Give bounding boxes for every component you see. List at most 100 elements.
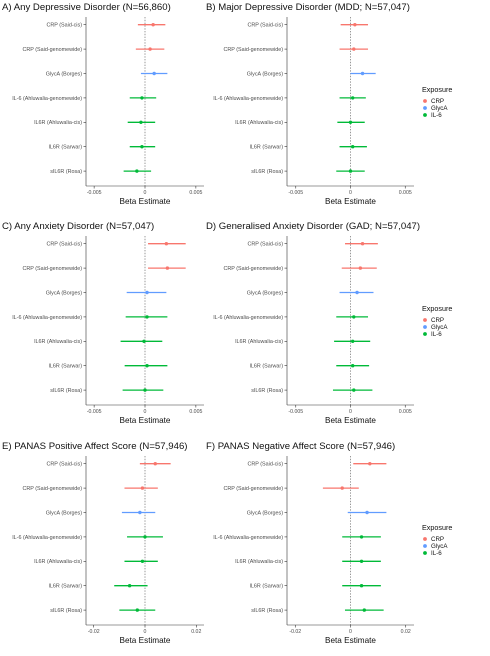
point-estimate	[151, 23, 155, 27]
category-label: IL-6 (Ahluwalia-genomewide)	[12, 96, 82, 102]
legend-label-glyca: GlycA	[431, 105, 448, 112]
point-estimate	[365, 510, 369, 515]
point-estimate	[358, 266, 363, 270]
forest-panel: A) Any Depressive Disorder (N=56,860) -0.…	[2, 2, 204, 206]
point-estimate	[360, 71, 365, 76]
legend-item-crp: CRP	[423, 98, 444, 105]
point-estimate	[350, 364, 355, 368]
legend-title: Exposure	[422, 85, 452, 94]
category-label: IL6R (Sarwar)	[249, 584, 283, 590]
panel-title: A) Any Depressive Disorder (N=56,860)	[2, 2, 171, 13]
x-tick-label: 0	[144, 629, 147, 635]
point-estimate	[348, 169, 353, 173]
point-estimate	[153, 462, 157, 466]
x-tick-label: 0.005	[189, 409, 202, 415]
point-estimate	[340, 486, 344, 490]
point-estimate	[352, 388, 356, 392]
legend-item-glyca: GlycA	[423, 105, 448, 112]
legend-marker-crp	[423, 318, 427, 322]
legend-marker-il6	[423, 113, 427, 117]
x-tick-label: 0.005	[189, 190, 202, 196]
category-label: IL-6 (Ahluwalia-genomewide)	[12, 535, 82, 541]
legend-item-il6: IL-6	[423, 331, 442, 338]
point-estimate	[350, 96, 355, 100]
category-label: IL6R (Sarwar)	[48, 145, 82, 151]
legend-marker-crp	[423, 537, 427, 541]
category-label: IL6R (Sarwar)	[249, 364, 283, 370]
category-label: IL6R (Ahluwalia-cis)	[235, 339, 283, 345]
x-tick-label: -0.02	[289, 629, 301, 635]
legend-middle: Exposure CRP GlycA IL-6	[422, 304, 452, 338]
x-tick-label: -0.005	[288, 409, 303, 415]
point-estimate	[353, 23, 357, 27]
panel-title: B) Major Depressive Disorder (MDD; N=57,…	[206, 2, 410, 13]
legend-label-il6: IL-6	[431, 550, 442, 557]
point-estimate	[152, 71, 156, 76]
point-estimate	[138, 510, 142, 515]
category-label: CRP (Said-genomewide)	[22, 486, 82, 492]
x-tick-label: -0.005	[288, 190, 303, 196]
category-label: CRP (Said-cis)	[46, 462, 82, 468]
legend-marker-il6	[423, 551, 427, 555]
category-label: sIL6R (Rosa)	[251, 169, 283, 175]
legend-top: Exposure CRP GlycA IL-6	[422, 85, 452, 119]
x-tick-label: 0	[144, 190, 147, 196]
category-label: CRP (Said-genomewide)	[22, 47, 82, 53]
legend-item-crp: CRP	[423, 317, 444, 324]
x-tick-label: 0	[349, 190, 352, 196]
category-label: IL-6 (Ahluwalia-genomewide)	[213, 96, 283, 102]
category-label: CRP (Said-cis)	[247, 462, 283, 468]
point-estimate	[148, 47, 152, 51]
point-estimate	[139, 120, 143, 125]
legend-marker-glyca	[423, 325, 427, 329]
legend-label-crp: CRP	[431, 98, 444, 105]
x-tick-label: 0	[349, 629, 352, 635]
category-label: IL6R (Ahluwalia-cis)	[34, 120, 82, 126]
x-axis-label: Beta Estimate	[325, 416, 376, 425]
x-axis-label: Beta Estimate	[325, 636, 376, 645]
legend-marker-crp	[423, 99, 427, 103]
point-estimate	[165, 266, 170, 270]
x-tick-label: 0.02	[191, 629, 201, 635]
category-label: IL-6 (Ahluwalia-genomewide)	[12, 315, 82, 321]
category-label: GlycA (Borges)	[46, 71, 82, 77]
panel-title: C) Any Anxiety Disorder (N=57,047)	[2, 221, 154, 232]
category-label: IL-6 (Ahluwalia-genomewide)	[213, 315, 283, 321]
category-label: IL-6 (Ahluwalia-genomewide)	[213, 535, 283, 541]
category-label: GlycA (Borges)	[247, 71, 283, 77]
category-label: sIL6R (Rosa)	[50, 169, 82, 175]
point-estimate	[350, 339, 355, 343]
category-label: IL6R (Ahluwalia-cis)	[235, 559, 283, 565]
category-label: GlycA (Borges)	[247, 290, 283, 296]
category-label: CRP (Said-cis)	[247, 23, 283, 29]
point-estimate	[127, 584, 132, 588]
point-estimate	[355, 290, 359, 295]
category-label: IL6R (Sarwar)	[249, 145, 283, 151]
legend-title: Exposure	[422, 304, 452, 313]
point-estimate	[360, 242, 365, 246]
category-label: GlycA (Borges)	[46, 290, 82, 296]
point-estimate	[362, 608, 367, 612]
point-estimate	[145, 364, 149, 368]
category-label: sIL6R (Rosa)	[50, 608, 82, 614]
x-axis-label: Beta Estimate	[120, 416, 171, 425]
point-estimate	[350, 145, 355, 149]
forest-panel: B) Major Depressive Disorder (MDD; N=57,…	[206, 2, 414, 206]
forest-panel: F) PANAS Negative Affect Score (N=57,946…	[206, 441, 414, 645]
category-label: CRP (Said-genomewide)	[223, 266, 283, 272]
legend-label-glyca: GlycA	[431, 543, 448, 550]
category-label: IL6R (Sarwar)	[48, 364, 82, 370]
point-estimate	[140, 486, 145, 490]
legend-label-il6: IL-6	[431, 112, 442, 119]
panel-title: D) Generalised Anxiety Disorder (GAD; N=…	[206, 221, 420, 232]
point-estimate	[359, 584, 364, 588]
legend-title: Exposure	[422, 523, 452, 532]
x-axis-label: Beta Estimate	[120, 197, 171, 206]
category-label: IL6R (Ahluwalia-cis)	[34, 559, 82, 565]
legend-item-glyca: GlycA	[423, 324, 448, 331]
category-label: CRP (Said-cis)	[247, 242, 283, 248]
legend-bottom: Exposure CRP GlycA IL-6	[422, 523, 452, 557]
category-label: CRP (Said-genomewide)	[22, 266, 82, 272]
point-estimate	[140, 559, 145, 563]
panel-title: E) PANAS Positive Affect Score (N=57,946…	[2, 441, 187, 452]
